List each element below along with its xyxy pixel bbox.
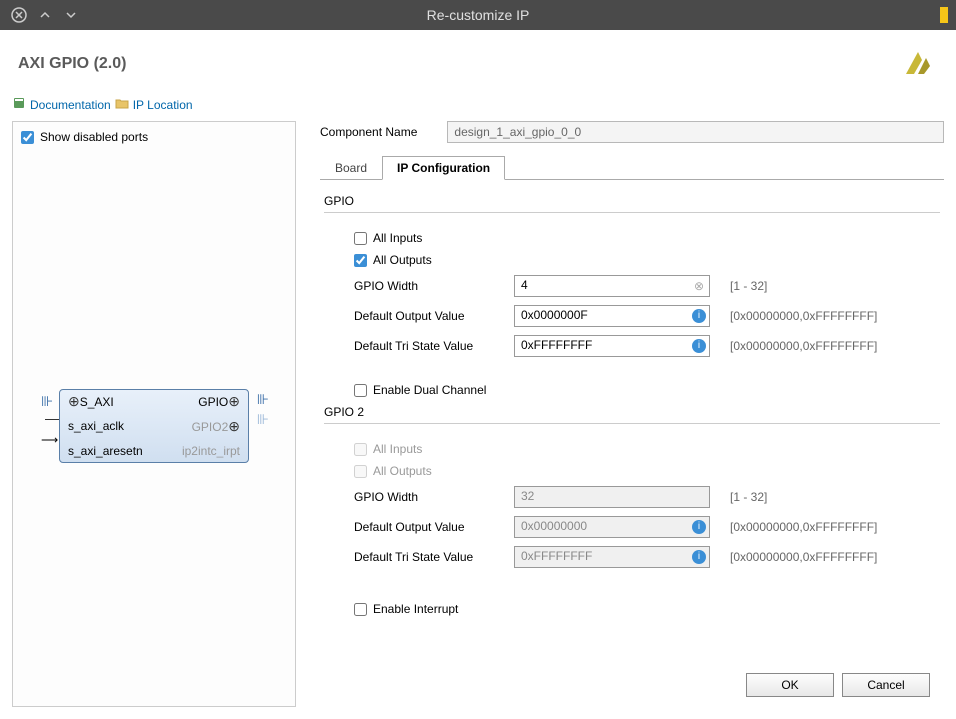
ip-diagram: ⊕S_AXI GPIO⊕ s_axi_aclk GPIO2⊕ s_axi_are… xyxy=(21,154,287,698)
gpio2-default-tristate-range: [0x00000000,0xFFFFFFFF] xyxy=(730,550,877,564)
gpio2-group: All Inputs All Outputs GPIO Width 32 [1 … xyxy=(324,423,940,586)
documentation-label: Documentation xyxy=(30,98,111,112)
gpio-default-output-input[interactable]: 0x0000000F i xyxy=(514,305,710,327)
ip-title: AXI GPIO (2.0) xyxy=(18,55,126,73)
gpio-all-outputs-checkbox[interactable]: All Outputs xyxy=(354,253,940,267)
header: AXI GPIO (2.0) xyxy=(0,30,956,92)
enable-dual-channel-input[interactable] xyxy=(354,384,367,397)
enable-interrupt-checkbox[interactable]: Enable Interrupt xyxy=(354,602,940,616)
gpio2-default-output-range: [0x00000000,0xFFFFFFFF] xyxy=(730,520,877,534)
gpio2-all-inputs-label: All Inputs xyxy=(373,442,422,456)
enable-dual-channel-label: Enable Dual Channel xyxy=(373,383,486,397)
cancel-button[interactable]: Cancel xyxy=(842,673,930,697)
gpio2-width-row: GPIO Width 32 [1 - 32] xyxy=(354,486,940,508)
info-icon[interactable]: i xyxy=(692,309,706,323)
book-icon xyxy=(12,96,26,113)
window-titlebar: Re-customize IP xyxy=(0,0,956,30)
ip-location-link[interactable]: IP Location xyxy=(115,96,193,113)
gpio-all-outputs-label: All Outputs xyxy=(373,253,432,267)
port-s-axi-aresetn: s_axi_aresetn xyxy=(68,444,143,458)
gpio2-default-tristate-row: Default Tri State Value 0xFFFFFFFF i [0x… xyxy=(354,546,940,568)
bus-connector-icon: ⊪ xyxy=(41,393,53,410)
gpio-group-title: GPIO xyxy=(324,194,940,208)
toolbar: Documentation IP Location xyxy=(0,92,956,121)
enable-interrupt-label: Enable Interrupt xyxy=(373,602,458,616)
chevron-up-icon[interactable] xyxy=(36,6,54,24)
gpio-all-inputs-checkbox[interactable]: All Inputs xyxy=(354,231,940,245)
gpio2-width-input: 32 xyxy=(514,486,710,508)
component-name-input xyxy=(447,121,944,143)
port-gpio: GPIO⊕ xyxy=(198,394,240,411)
chevron-down-icon[interactable] xyxy=(62,6,80,24)
gpio2-all-outputs-checkbox: All Outputs xyxy=(354,464,940,478)
gpio2-default-output-label: Default Output Value xyxy=(354,520,514,534)
gpio2-all-outputs-label: All Outputs xyxy=(373,464,432,478)
clear-icon[interactable]: ⊗ xyxy=(692,279,706,293)
enable-dual-channel-checkbox[interactable]: Enable Dual Channel xyxy=(354,383,940,397)
component-name-row: Component Name xyxy=(320,121,944,143)
gpio2-width-label: GPIO Width xyxy=(354,490,514,504)
gpio-width-label: GPIO Width xyxy=(354,279,514,293)
info-icon: i xyxy=(692,550,706,564)
gpio-default-tristate-input[interactable]: 0xFFFFFFFF i xyxy=(514,335,710,357)
tab-board[interactable]: Board xyxy=(320,156,382,180)
config-tabs: Board IP Configuration xyxy=(320,155,944,180)
show-disabled-ports-checkbox[interactable]: Show disabled ports xyxy=(21,130,287,144)
gpio2-group-title: GPIO 2 xyxy=(324,405,940,419)
preview-panel: Show disabled ports ⊕S_AXI GPIO⊕ s_axi_a… xyxy=(12,121,296,707)
gpio-default-tristate-range: [0x00000000,0xFFFFFFFF] xyxy=(730,339,877,353)
gpio-default-output-label: Default Output Value xyxy=(354,309,514,323)
ok-button[interactable]: OK xyxy=(746,673,834,697)
show-disabled-ports-label: Show disabled ports xyxy=(40,130,148,144)
main-content: Show disabled ports ⊕S_AXI GPIO⊕ s_axi_a… xyxy=(0,121,956,719)
info-icon[interactable]: i xyxy=(692,339,706,353)
port-gpio2: GPIO2⊕ xyxy=(192,419,240,436)
config-body: GPIO All Inputs All Outputs GPIO Width 4… xyxy=(320,180,944,665)
gpio-width-row: GPIO Width 4 ⊗ [1 - 32] xyxy=(354,275,940,297)
gpio-all-inputs-label: All Inputs xyxy=(373,231,422,245)
gpio2-default-tristate-label: Default Tri State Value xyxy=(354,550,514,564)
port-s-axi-aclk: s_axi_aclk xyxy=(68,419,124,436)
wire-stub xyxy=(45,419,59,420)
info-icon: i xyxy=(692,520,706,534)
reset-connector-icon: ⟶ xyxy=(41,433,58,447)
port-ip2intc-irpt: ip2intc_irpt xyxy=(182,444,240,458)
dialog-footer: OK Cancel xyxy=(320,665,944,707)
gpio2-all-outputs-input xyxy=(354,465,367,478)
documentation-link[interactable]: Documentation xyxy=(12,96,111,113)
ip-block: ⊕S_AXI GPIO⊕ s_axi_aclk GPIO2⊕ s_axi_are… xyxy=(59,389,249,463)
gpio2-default-output-row: Default Output Value 0x00000000 i [0x000… xyxy=(354,516,940,538)
config-panel: Component Name Board IP Configuration GP… xyxy=(320,121,944,707)
gpio2-width-range: [1 - 32] xyxy=(730,490,767,504)
ip-location-label: IP Location xyxy=(133,98,193,112)
gpio-width-range: [1 - 32] xyxy=(730,279,767,293)
gpio-default-output-range: [0x00000000,0xFFFFFFFF] xyxy=(730,309,877,323)
enable-interrupt-input[interactable] xyxy=(354,603,367,616)
tab-ip-configuration[interactable]: IP Configuration xyxy=(382,156,505,180)
bus-connector-right-icon: ⊪ xyxy=(257,391,269,408)
gpio-default-tristate-label: Default Tri State Value xyxy=(354,339,514,353)
gpio-all-inputs-input[interactable] xyxy=(354,232,367,245)
window-indicator xyxy=(940,7,948,23)
close-icon[interactable] xyxy=(10,6,28,24)
gpio-all-outputs-input[interactable] xyxy=(354,254,367,267)
window-title: Re-customize IP xyxy=(427,7,530,23)
gpio2-all-inputs-checkbox: All Inputs xyxy=(354,442,940,456)
gpio2-all-inputs-input xyxy=(354,443,367,456)
folder-icon xyxy=(115,96,129,113)
gpio2-default-output-input: 0x00000000 i xyxy=(514,516,710,538)
port-s-axi: ⊕S_AXI xyxy=(68,394,114,411)
gpio-group: All Inputs All Outputs GPIO Width 4 ⊗ [1… xyxy=(324,212,940,375)
bus-connector-right2-icon: ⊪ xyxy=(257,411,269,428)
gpio-width-input[interactable]: 4 ⊗ xyxy=(514,275,710,297)
gpio-default-output-row: Default Output Value 0x0000000F i [0x000… xyxy=(354,305,940,327)
gpio2-default-tristate-input: 0xFFFFFFFF i xyxy=(514,546,710,568)
show-disabled-ports-input[interactable] xyxy=(21,131,34,144)
gpio-default-tristate-row: Default Tri State Value 0xFFFFFFFF i [0x… xyxy=(354,335,940,357)
component-name-label: Component Name xyxy=(320,125,417,139)
vivado-logo-icon xyxy=(898,44,938,84)
